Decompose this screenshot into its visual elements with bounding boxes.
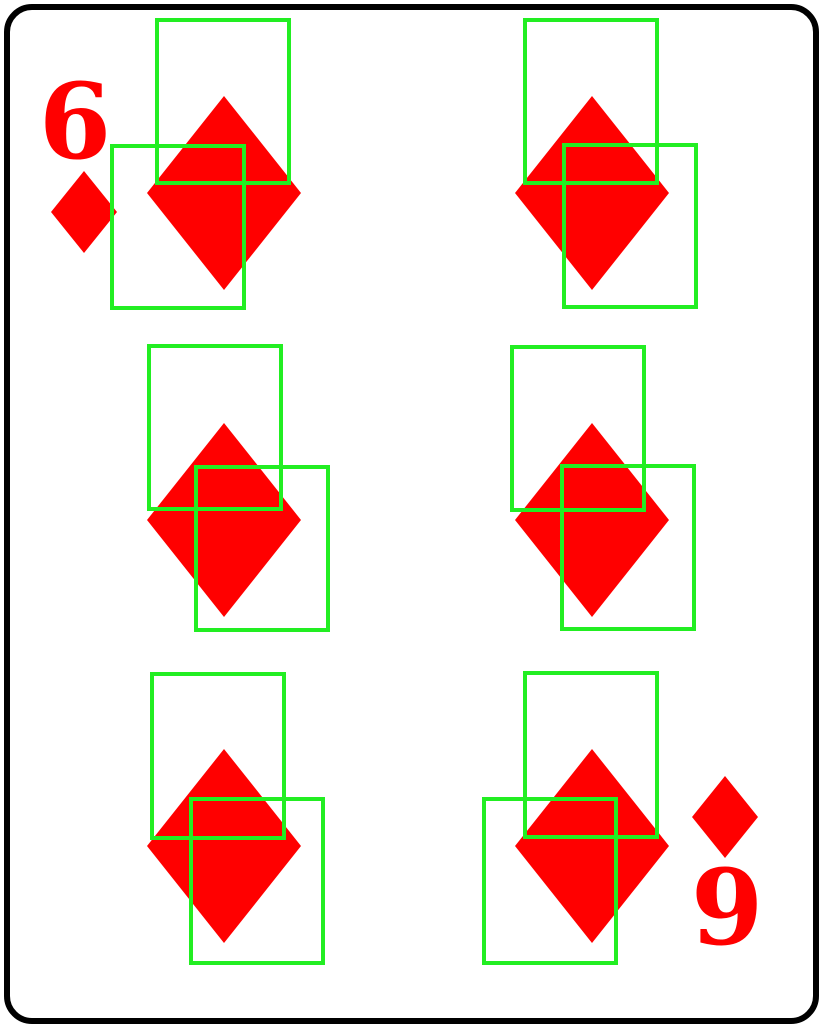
rank-top: 6 [38,60,112,183]
corner-diamond-icon-bottom [692,776,758,858]
highlight-box [194,465,330,632]
highlight-box [147,344,283,511]
playing-card [4,4,819,1024]
corner-diamond-icon-top [51,171,117,253]
rank-bottom: 9 [690,846,764,969]
highlight-box [155,18,291,185]
highlight-box [150,672,286,840]
diamond-pip-icon [147,423,301,617]
highlight-box [562,143,698,309]
highlight-box [510,345,646,512]
highlight-box [189,797,325,965]
highlight-box [560,464,696,631]
highlight-box [523,18,659,185]
highlight-box [482,797,618,965]
diamond-pip-icon [515,423,669,617]
highlight-box [110,144,246,310]
highlight-box [523,671,659,839]
